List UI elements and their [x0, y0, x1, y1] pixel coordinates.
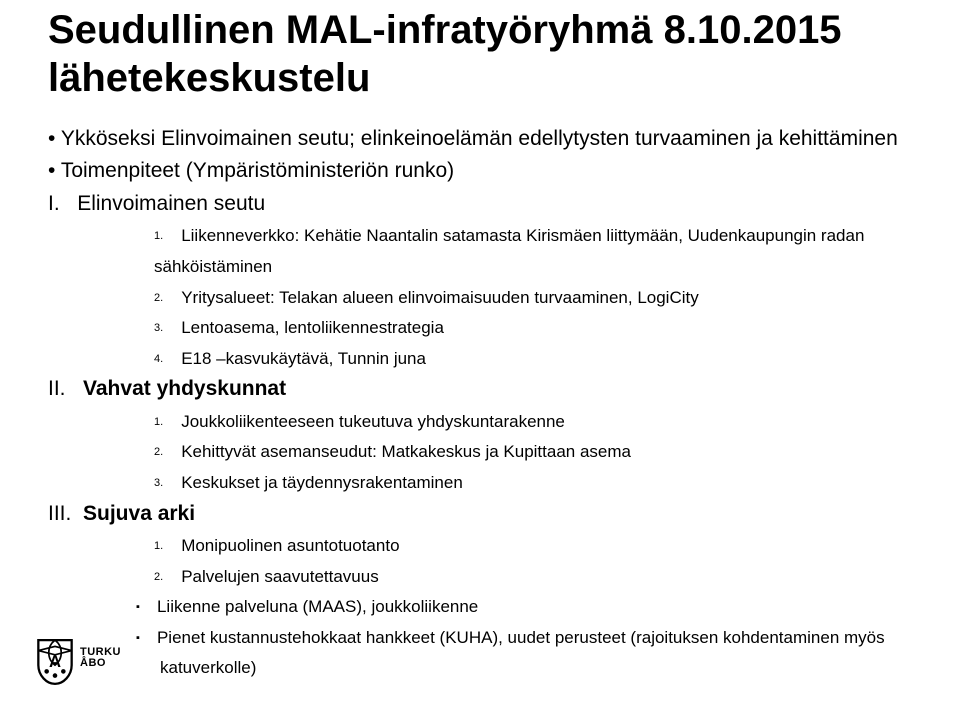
list-item: 3. Keskukset ja täydennysrakentaminen — [154, 468, 912, 499]
section-heading: I. Elinvoimainen seutu — [70, 189, 912, 219]
list-item: 2. Palvelujen saavutettavuus — [154, 562, 912, 593]
svg-text:A: A — [49, 652, 61, 671]
list-item: 2. Yritysalueet: Telakan alueen elinvoima… — [154, 283, 912, 314]
roman-numeral: II. — [48, 377, 66, 400]
section-title: Elinvoimainen seutu — [77, 192, 265, 215]
list-item: 1. Joukkoliikenteeseen tukeutuva yhdyskun… — [154, 407, 912, 438]
list-text: Joukkoliikenteeseen tukeutuva yhdyskunta… — [181, 412, 565, 431]
document-page: Seudullinen MAL-infratyöryhmä 8.10.2015 … — [0, 0, 960, 694]
top-bullet: Toimenpiteet (Ympäristöministeriön runko… — [66, 156, 912, 186]
section-heading: III. Sujuva arki — [70, 499, 912, 529]
list-number: 2. — [154, 292, 163, 304]
roman-numeral: III. — [48, 502, 71, 525]
top-bullet-list: Ykköseksi Elinvoimainen seutu; elinkeino… — [48, 124, 912, 187]
logo-line2: ÅBO — [80, 658, 121, 669]
list-item: 1. Monipuolinen asuntotuotanto — [154, 531, 912, 562]
tail-bullet: Pienet kustannustehokkaat hankkeet (KUHA… — [160, 623, 912, 684]
list-number: 4. — [154, 353, 163, 365]
list-text: Monipuolinen asuntotuotanto — [181, 536, 399, 555]
logo-text: TURKU ÅBO — [80, 647, 121, 669]
list-item: 2. Kehittyvät asemanseudut: Matkakeskus j… — [154, 437, 912, 468]
list-text: Kehittyvät asemanseudut: Matkakeskus ja … — [181, 442, 631, 461]
list-number: 1. — [154, 540, 163, 552]
list-text: Yritysalueet: Telakan alueen elinvoimais… — [181, 288, 699, 307]
list-number: 1. — [154, 416, 163, 428]
roman-numeral: I. — [48, 192, 60, 215]
list-text: Liikenneverkko: Kehätie Naantalin satama… — [154, 226, 864, 276]
list-text: Keskukset ja täydennysrakentaminen — [181, 473, 463, 492]
list-item: 3. Lentoasema, lentoliikennestrategia — [154, 313, 912, 344]
page-title: Seudullinen MAL-infratyöryhmä 8.10.2015 … — [48, 6, 912, 102]
list-item: 1.Liikenneverkko: Kehätie Naantalin sata… — [154, 221, 912, 282]
list-number: 2. — [154, 571, 163, 583]
list-text: Lentoasema, lentoliikennestrategia — [181, 318, 444, 337]
section-title: Sujuva arki — [83, 502, 195, 525]
list-text: Palvelujen saavutettavuus — [181, 567, 379, 586]
list-number: 2. — [154, 446, 163, 458]
list-number: 3. — [154, 477, 163, 489]
top-bullet: Ykköseksi Elinvoimainen seutu; elinkeino… — [66, 124, 912, 154]
section-title: Vahvat yhdyskunnat — [83, 377, 286, 400]
shield-icon: A — [34, 636, 76, 686]
list-text: E18 –kasvukäytävä, Tunnin juna — [181, 349, 426, 368]
section-heading: II. Vahvat yhdyskunnat — [70, 374, 912, 404]
list-item: 4. E18 –kasvukäytävä, Tunnin juna — [154, 344, 912, 375]
tail-bullet: Liikenne palveluna (MAAS), joukkoliikenn… — [160, 592, 912, 623]
list-number: 1. — [154, 230, 163, 242]
list-number: 3. — [154, 322, 163, 334]
turku-logo: A TURKU ÅBO — [34, 636, 76, 691]
